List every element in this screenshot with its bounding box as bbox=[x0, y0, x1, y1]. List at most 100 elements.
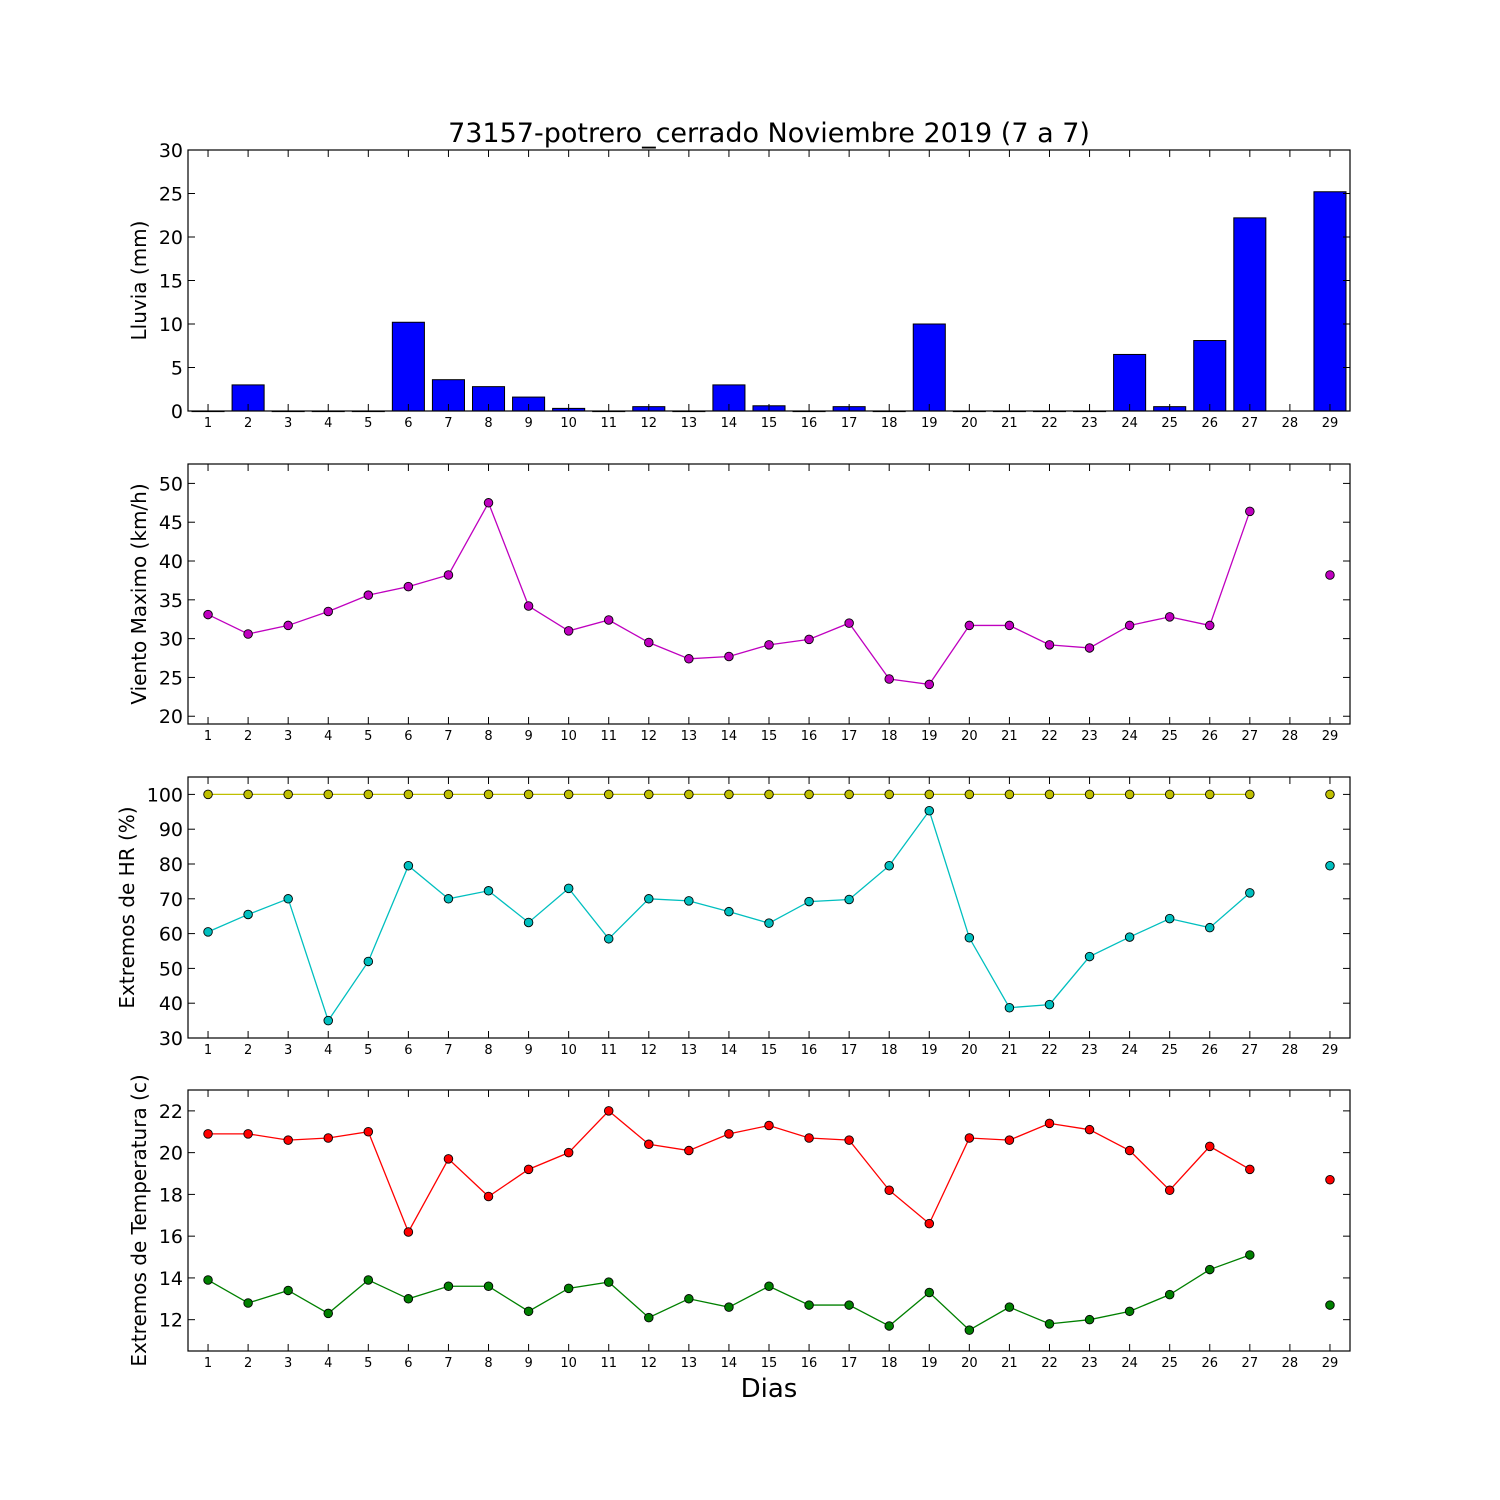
temperature-series-0-point-day-13 bbox=[684, 1145, 694, 1156]
wind-xtick-label: 10 bbox=[560, 729, 577, 744]
x-axis-label: Dias bbox=[741, 1374, 798, 1404]
temperature-xtick-label: 2 bbox=[244, 1356, 252, 1371]
temperature-series-0-point-day-25 bbox=[1164, 1185, 1175, 1195]
humidity-series-1-point-day-22 bbox=[1044, 999, 1055, 1010]
wind-xtick-label: 8 bbox=[484, 729, 492, 744]
temperature-series-0-point-day-7 bbox=[443, 1154, 454, 1164]
temperature-xtick-label: 17 bbox=[841, 1356, 858, 1371]
humidity-xtick-label: 2 bbox=[244, 1043, 252, 1058]
humidity-xtick-label: 19 bbox=[921, 1043, 938, 1058]
wind-xtick-label: 3 bbox=[284, 729, 292, 744]
humidity-series-1-point-day-20 bbox=[964, 933, 975, 943]
humidity-series-1-point-day-13 bbox=[684, 896, 694, 906]
humidity-series-1-point-day-15 bbox=[764, 918, 774, 928]
temperature-series-0-point-day-8 bbox=[483, 1191, 494, 1202]
wind-xtick-label: 22 bbox=[1041, 729, 1058, 744]
humidity-series-0-point-day-10 bbox=[563, 789, 574, 800]
temperature-ytick-label: 20 bbox=[159, 1143, 183, 1165]
temperature-series-0-point-day-12 bbox=[644, 1139, 654, 1150]
temperature-xtick-label: 23 bbox=[1081, 1356, 1098, 1371]
bar-day-29 bbox=[1313, 191, 1347, 412]
humidity-series-0-point-day-1 bbox=[203, 789, 213, 800]
temperature-xtick-label: 12 bbox=[641, 1356, 658, 1371]
humidity-series-1-point-day-11 bbox=[603, 934, 614, 944]
temperature-series-0-point-day-29 bbox=[1325, 1175, 1335, 1185]
wind-series-0-point-day-2 bbox=[243, 629, 253, 639]
wind-xtick-label: 13 bbox=[681, 729, 698, 744]
temperature-series-0-point-day-27 bbox=[1245, 1164, 1255, 1175]
temperature-series-0-point-day-4 bbox=[323, 1133, 333, 1143]
humidity-xtick-label: 24 bbox=[1121, 1043, 1138, 1058]
humidity-series-1-point-day-6 bbox=[403, 860, 414, 871]
temperature-series-0-point-day-20 bbox=[964, 1133, 975, 1143]
rain-xtick-label: 15 bbox=[761, 416, 778, 431]
humidity-series-1-point-day-5 bbox=[363, 956, 374, 967]
temperature-series-1-point-day-11 bbox=[603, 1277, 614, 1287]
wind-y-axis-label: Viento Maximo (km/h) bbox=[127, 483, 151, 704]
rain-xtick-label: 22 bbox=[1041, 416, 1058, 431]
humidity-series-1-point-day-3 bbox=[283, 894, 293, 904]
wind-series-0-point-day-23 bbox=[1084, 643, 1095, 653]
wind-xtick-label: 24 bbox=[1121, 729, 1138, 744]
temperature-xtick-label: 27 bbox=[1242, 1356, 1259, 1371]
temperature-series-1-point-day-17 bbox=[844, 1300, 854, 1310]
temperature-series-1-point-day-4 bbox=[323, 1308, 333, 1319]
humidity-series-1-point-day-7 bbox=[443, 894, 454, 904]
bar-day-27 bbox=[1233, 217, 1267, 412]
rain-xtick-label: 8 bbox=[484, 416, 492, 431]
wind-xtick-label: 11 bbox=[600, 729, 617, 744]
wind-series-0-point-day-29 bbox=[1325, 570, 1335, 580]
humidity-series-1-point-day-25 bbox=[1164, 913, 1175, 924]
wind-xtick-label: 7 bbox=[444, 729, 452, 744]
rain-xtick-label: 1 bbox=[204, 416, 212, 431]
temperature-series-1-point-day-9 bbox=[523, 1306, 534, 1317]
temperature-series-0-point-day-21 bbox=[1004, 1135, 1015, 1145]
temperature-xtick-label: 24 bbox=[1121, 1356, 1138, 1371]
humidity-xtick-label: 26 bbox=[1201, 1043, 1218, 1058]
humidity-series-1-point-day-29 bbox=[1325, 860, 1335, 871]
temperature-xtick-label: 10 bbox=[560, 1356, 577, 1371]
rain-ytick-label: 0 bbox=[171, 401, 183, 423]
rain-xtick-label: 21 bbox=[1001, 416, 1018, 431]
temperature-xtick-label: 7 bbox=[444, 1356, 452, 1371]
humidity-series-0-point-day-24 bbox=[1124, 789, 1135, 800]
wind-series-0-point-day-18 bbox=[884, 674, 894, 684]
temperature-series-0-point-day-26 bbox=[1205, 1141, 1215, 1152]
wind-xtick-label: 17 bbox=[841, 729, 858, 744]
wind-series-0-point-day-8 bbox=[483, 498, 494, 508]
humidity-xtick-label: 15 bbox=[761, 1043, 778, 1058]
temperature-series-1-point-day-21 bbox=[1004, 1302, 1015, 1312]
wind-series-0-point-day-9 bbox=[523, 601, 534, 611]
temperature-xtick-label: 18 bbox=[881, 1356, 898, 1371]
temperature-xtick-label: 1 bbox=[204, 1356, 212, 1371]
rain-xtick-label: 12 bbox=[641, 416, 658, 431]
wind-xtick-label: 23 bbox=[1081, 729, 1098, 744]
bar-day-6 bbox=[391, 321, 425, 412]
wind-xtick-label: 26 bbox=[1201, 729, 1218, 744]
wind-series-0-point-day-11 bbox=[603, 615, 614, 625]
wind-xtick-label: 4 bbox=[324, 729, 332, 744]
humidity-xtick-label: 29 bbox=[1322, 1043, 1339, 1058]
wind-series-0-point-day-12 bbox=[644, 637, 654, 648]
humidity-series-1-point-day-27 bbox=[1245, 888, 1255, 898]
humidity-series-0-point-day-22 bbox=[1044, 789, 1055, 800]
temperature-xtick-label: 3 bbox=[284, 1356, 292, 1371]
humidity-xtick-label: 8 bbox=[484, 1043, 492, 1058]
humidity-series-0-point-day-11 bbox=[603, 789, 614, 800]
wind-xtick-label: 2 bbox=[244, 729, 252, 744]
wind-xtick-label: 18 bbox=[881, 729, 898, 744]
rain-xtick-label: 25 bbox=[1161, 416, 1178, 431]
rain-xtick-label: 27 bbox=[1242, 416, 1259, 431]
humidity-ytick-label: 50 bbox=[159, 958, 183, 980]
temperature-xtick-label: 20 bbox=[961, 1356, 978, 1371]
wind-xtick-label: 20 bbox=[961, 729, 978, 744]
rain-xtick-label: 23 bbox=[1081, 416, 1098, 431]
humidity-series-1-point-day-19 bbox=[924, 806, 935, 816]
temperature-xtick-label: 15 bbox=[761, 1356, 778, 1371]
temperature-series-1-point-day-18 bbox=[884, 1321, 894, 1331]
temperature-series-1-point-day-16 bbox=[804, 1300, 814, 1310]
humidity-series-1-point-day-26 bbox=[1205, 922, 1215, 933]
rain-xtick-label: 28 bbox=[1282, 416, 1299, 431]
rain-xtick-label: 29 bbox=[1322, 416, 1339, 431]
